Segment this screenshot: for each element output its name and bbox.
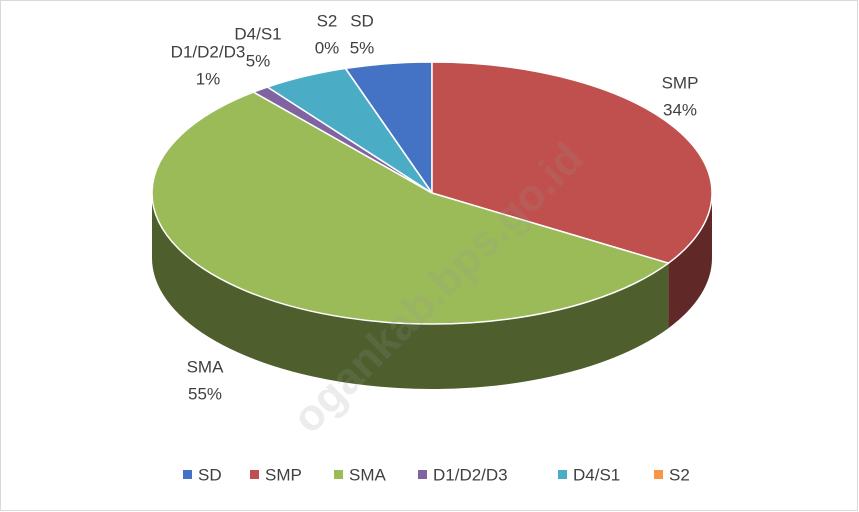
pie-side xyxy=(668,193,712,329)
legend-label: D1/D2/D3 xyxy=(433,465,508,484)
data-label-name: SMP xyxy=(662,73,699,92)
legend-swatch xyxy=(334,470,343,479)
legend-swatch xyxy=(558,470,567,479)
legend-label: SMP xyxy=(265,465,302,484)
data-label-name: SD xyxy=(350,11,374,30)
data-label-name: SMA xyxy=(187,357,225,376)
data-label-value: 1% xyxy=(196,69,221,88)
pie-side xyxy=(152,193,669,389)
legend-label: SD xyxy=(198,465,222,484)
legend-swatch xyxy=(183,470,192,479)
data-label-value: 34% xyxy=(663,100,697,119)
legend-swatch xyxy=(654,470,663,479)
legend-label: D4/S1 xyxy=(573,465,620,484)
pie-slice xyxy=(431,61,713,265)
data-label-value: 5% xyxy=(350,38,375,57)
data-label-value: 0% xyxy=(315,38,340,57)
data-label-name: D1/D2/D3 xyxy=(171,42,246,61)
pie-slice xyxy=(151,91,671,325)
data-label-value: 5% xyxy=(246,51,271,70)
legend-label: S2 xyxy=(669,465,690,484)
legend-label: SMA xyxy=(349,465,387,484)
data-label-value: 55% xyxy=(188,384,222,403)
pie-slice xyxy=(265,67,433,194)
legend-swatch xyxy=(250,470,259,479)
legend-swatch xyxy=(418,470,427,479)
data-label-name: D4/S1 xyxy=(234,24,281,43)
data-label-name: S2 xyxy=(317,11,338,30)
